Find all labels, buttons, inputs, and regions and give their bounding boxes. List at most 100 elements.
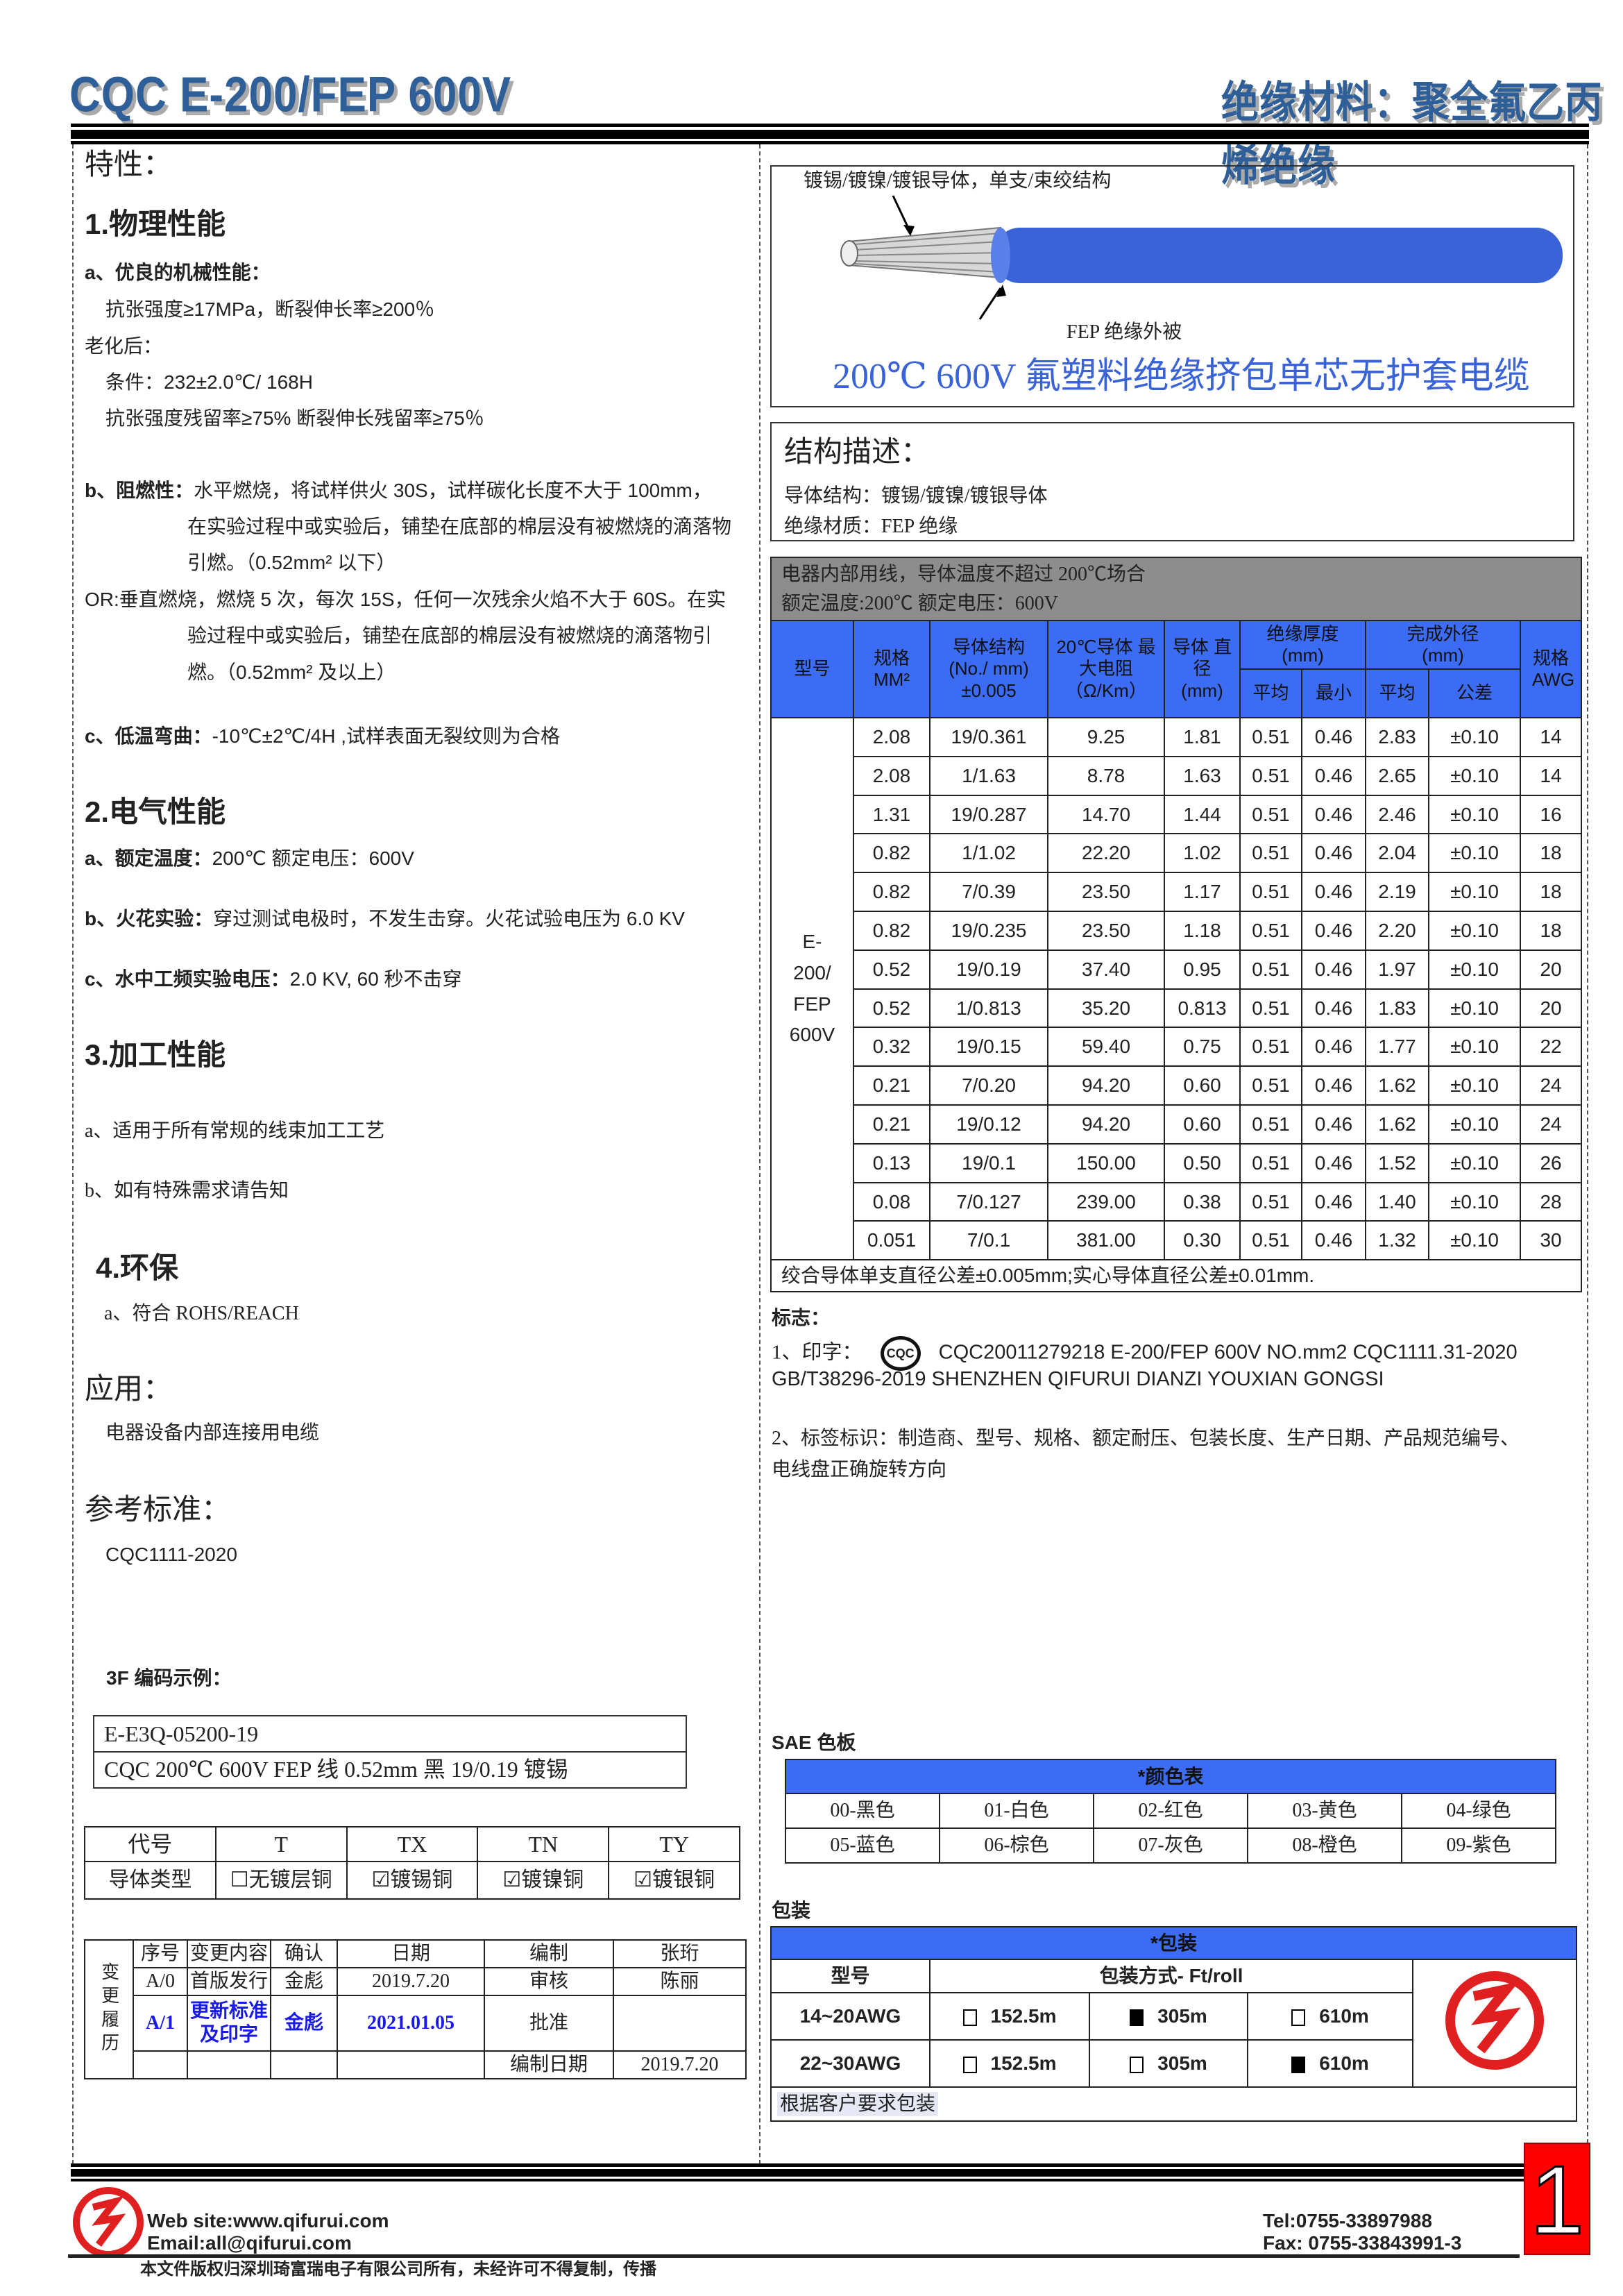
packaging-option[interactable]: 305m [1089, 2039, 1248, 2088]
spec-cell: 0.51 [1239, 1142, 1302, 1183]
spec-cell: 0.50 [1164, 1142, 1241, 1183]
checkbox-filled-icon[interactable] [1130, 2009, 1144, 2026]
spark-test-label: b、火花实验： [85, 908, 214, 929]
table-cell: 2019.7.20 [613, 2050, 747, 2079]
type-cell[interactable]: ☑镀锡铜 [346, 1861, 479, 1900]
cold-bend-label: c、低温弯曲： [85, 725, 212, 747]
header-rule-thick [71, 130, 1589, 139]
tolerance-note: 绞合导体单支直径公差±0.005mm;实心导体直径公差±0.01mm. [770, 1259, 1583, 1293]
spec-row: 0.21 19/0.12 94.20 0.60 0.51 0.46 1.62 ±0.10 24 [771, 1104, 1583, 1145]
print-text-2: GB/T38296-2019 SHENZHEN QIFURUI DIANZI Y… [772, 1368, 1384, 1390]
checkbox-empty-icon[interactable] [962, 2056, 977, 2073]
info-line-2: 额定温度:200℃ 额定电压：600V [781, 592, 1059, 614]
spec-cell: 0.51 [1239, 717, 1302, 757]
spec-cell: 0.46 [1301, 872, 1366, 912]
spec-cell: 0.32 [853, 1027, 931, 1067]
color-cell: 05-蓝色 [785, 1827, 940, 1864]
model-cell: E-200/ FEP 600V [770, 716, 854, 1261]
spec-cell: 19/0.1 [929, 1142, 1048, 1183]
spec-cell: 0.46 [1301, 833, 1366, 874]
conductor-type-table: 代号 T TX TN TY 导体类型 ☐无镀层铜 ☑镀锡铜 ☑镀镍铜 ☑镀银铜 [84, 1826, 740, 1900]
spec-cell: 0.51 [1239, 949, 1302, 990]
spec-cell: 7/0.39 [929, 872, 1048, 912]
packaging-option[interactable]: 305m [1089, 1992, 1248, 2041]
code-example-heading: 3F 编码示例： [106, 1667, 232, 1689]
type-cell[interactable]: ☐无镀层铜 [214, 1861, 348, 1900]
checkbox-checked-icon[interactable]: ☑ [371, 1868, 391, 1891]
spec-cell: 59.40 [1047, 1027, 1165, 1067]
spec-cell: 1/0.813 [929, 988, 1048, 1029]
spec-cell: 1.97 [1365, 949, 1429, 990]
table-cell: 2019.7.20 [337, 1967, 485, 1996]
spec-cell: 1/1.02 [929, 833, 1048, 874]
flame-text-2: 在实验过程中或实验后，铺垫在底部的棉层没有被燃烧的滴落物 [187, 516, 732, 537]
spec-cell: 1.17 [1164, 872, 1241, 912]
header-resistance: 20℃导体 最大电阻 （Ω/Km） [1047, 620, 1165, 718]
spec-cell: 1.63 [1164, 755, 1241, 796]
checkbox-filled-icon[interactable] [1291, 2056, 1306, 2073]
spec-cell: 0.51 [1239, 1104, 1302, 1145]
color-cell: 00-黑色 [785, 1793, 940, 1829]
spec-cell: 8.78 [1047, 755, 1165, 796]
packaging-note-cell: 根据客户要求包装 [770, 2086, 1577, 2122]
footer-rule-top [71, 2163, 1524, 2167]
spec-cell: 2.04 [1365, 833, 1429, 874]
spec-cell: 1.44 [1164, 794, 1241, 835]
checkbox-empty-icon[interactable] [962, 2009, 977, 2026]
table-cell [613, 1995, 747, 2052]
cold-bend-text: -10℃±2℃/4H ,试样表面无裂纹则为合格 [212, 725, 561, 747]
physical-heading: 1.物理性能 [85, 208, 226, 240]
spec-cell: 2.46 [1365, 794, 1429, 835]
spec-cell: 0.46 [1301, 1220, 1366, 1261]
table-cell: A/1 [133, 1995, 188, 2052]
table-cell [337, 2050, 485, 2079]
packaging-logo-cell [1412, 1959, 1577, 2088]
spec-cell: 0.21 [853, 1065, 931, 1106]
spec-cell: 0.75 [1164, 1027, 1241, 1067]
packaging-option[interactable]: 610m [1247, 2039, 1413, 2088]
spec-cell: 0.60 [1164, 1104, 1241, 1145]
spec-cell: 0.46 [1301, 988, 1366, 1029]
spec-cell: 18 [1519, 910, 1583, 951]
flame-text-3: 引燃。（0.52mm² 以下） [187, 552, 396, 573]
type-cell[interactable]: ☑镀镍铜 [477, 1861, 610, 1900]
header-model: 型号 [770, 620, 854, 718]
info-row: 电器内部用线，导体温度不超过 200℃场合 额定温度:200℃ 额定电压：600V [770, 557, 1583, 621]
checkbox-checked-icon[interactable]: ☑ [502, 1868, 522, 1891]
cable-title: 200℃ 600V 氟塑料绝缘挤包单芯无护套电缆 [833, 357, 1530, 396]
flame-text-1: 水平燃烧，将试样供火 30S，试样碳化长度不大于 100mm， [194, 480, 712, 501]
spec-cell: 0.813 [1164, 988, 1241, 1029]
checkbox-empty-icon[interactable] [1291, 2009, 1306, 2026]
spec-cell: 19/0.235 [929, 910, 1048, 951]
checkbox-checked-icon[interactable]: ☑ [634, 1868, 653, 1891]
aging-label: 老化后： [85, 335, 163, 357]
footer-email[interactable]: Email:all@qifurui.com [147, 2232, 352, 2254]
subheader-row: 平均 最小 平均 公差 [771, 668, 1581, 718]
spec-cell: 18 [1519, 833, 1583, 874]
packaging-option[interactable]: 152.5m [929, 2039, 1090, 2088]
packaging-option[interactable]: 610m [1247, 1992, 1413, 2041]
table-cell [133, 2050, 188, 2079]
right-border [1587, 144, 1588, 2164]
type-cell: 导体类型 [84, 1861, 216, 1900]
spec-cell: 239.00 [1047, 1181, 1165, 1222]
cqc-logo-icon: CQC [880, 1336, 921, 1371]
info-line-1: 电器内部用线，导体温度不超过 200℃场合 [781, 563, 1146, 585]
spark-test-text: 穿过测试电极时，不发生击穿。火花试验电压为 6.0 KV [213, 908, 685, 929]
packaging-option[interactable]: 152.5m [929, 1992, 1090, 2041]
marking-heading: 标志： [772, 1307, 831, 1328]
spec-cell: 0.21 [853, 1104, 931, 1145]
spec-cell: 0.46 [1301, 1142, 1366, 1183]
type-label: 镀镍铜 [521, 1868, 584, 1891]
spec-cell: ±0.10 [1428, 1104, 1521, 1145]
spec-cell: 18 [1519, 872, 1583, 912]
footer-website[interactable]: Web site:www.qifurui.com [147, 2210, 389, 2231]
copyright-notice: 本文件版权归深圳琦富瑞电子有限公司所有，未经许可不得复制，传播 [140, 2260, 656, 2279]
checkbox-empty-icon[interactable] [1130, 2056, 1144, 2073]
checkbox-unchecked-icon[interactable]: ☐ [230, 1868, 249, 1891]
spec-cell: ±0.10 [1428, 794, 1521, 835]
type-cell[interactable]: ☑镀银铜 [608, 1861, 740, 1900]
spec-cell: 19/0.287 [929, 794, 1048, 835]
packaging-heading: 包装 [772, 1900, 811, 1921]
spec-cell: 0.051 [853, 1220, 931, 1261]
